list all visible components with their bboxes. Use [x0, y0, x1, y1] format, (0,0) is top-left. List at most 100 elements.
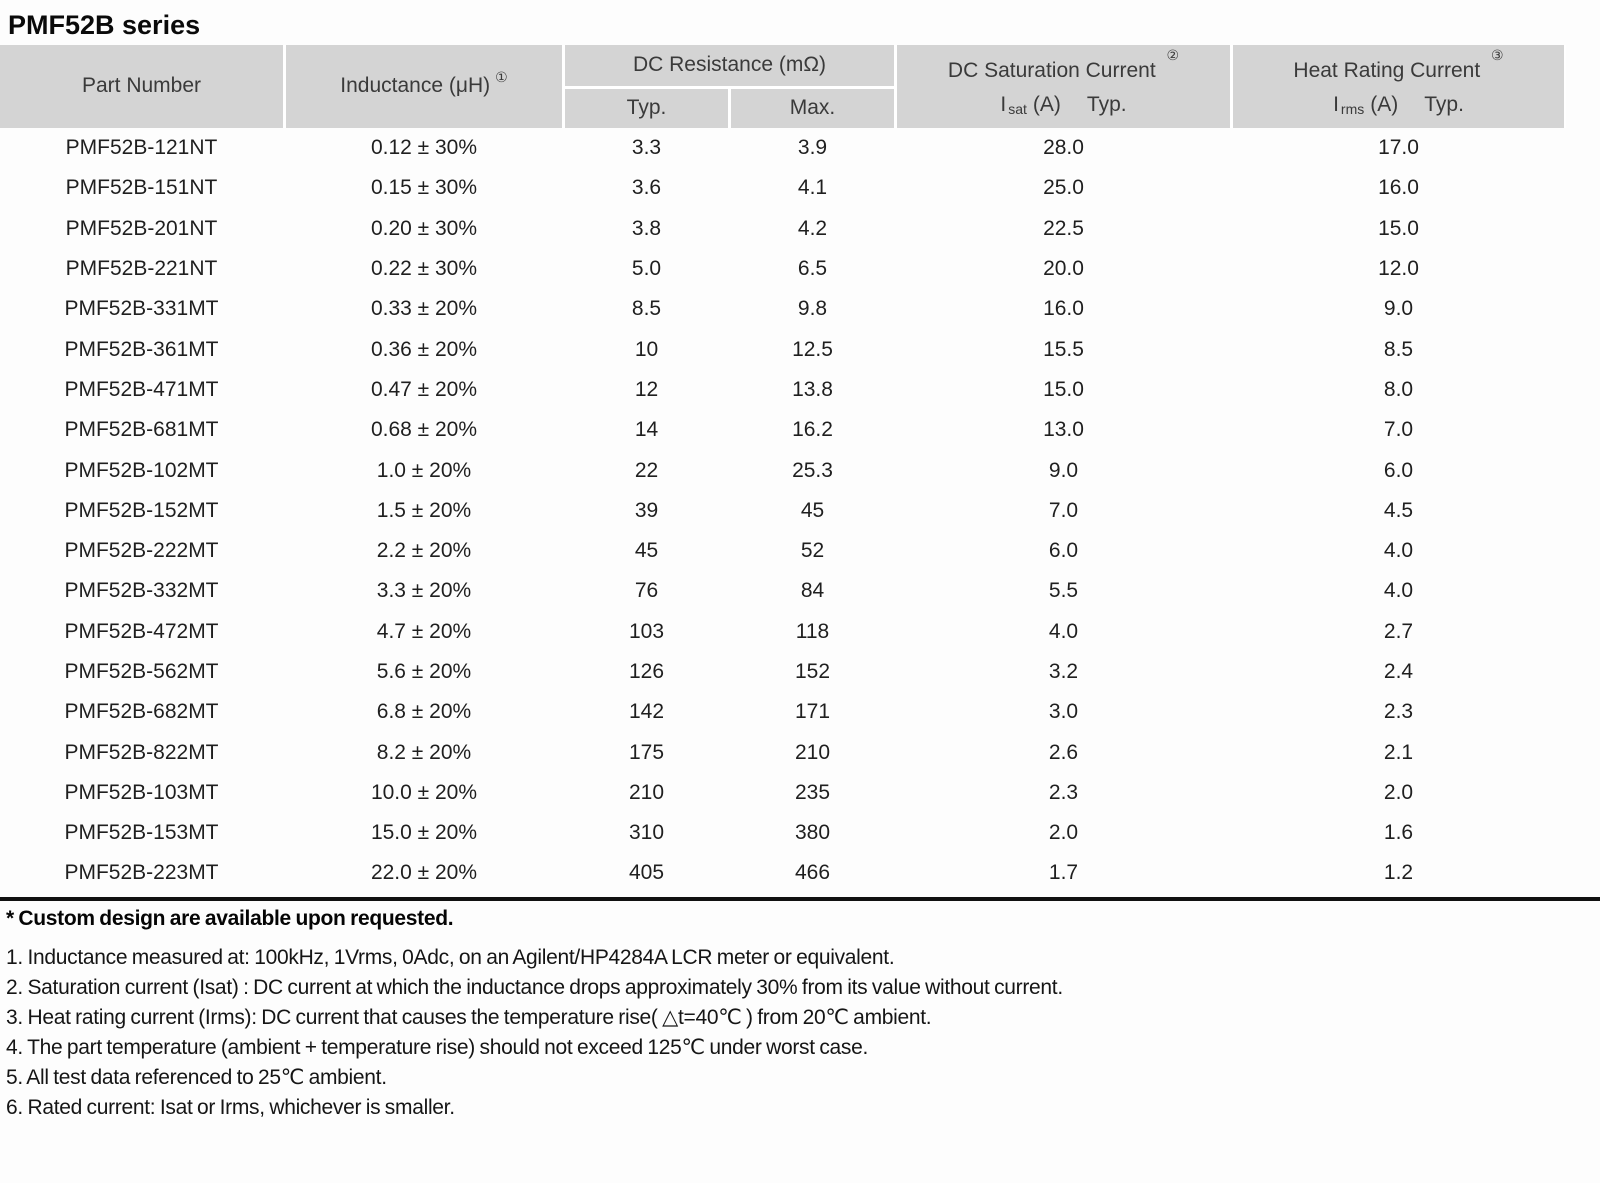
- cell-isat-typ: 1.7: [1048, 861, 1079, 885]
- cell-dcr-max: 6.5: [797, 257, 828, 281]
- cell-part-number: PMF52B-562MT: [64, 660, 219, 683]
- cell-inductance: 0.20 ± 30%: [370, 216, 478, 240]
- cell-inductance: 0.12 ± 30%: [370, 136, 478, 160]
- cell-dcr-max: 12.5: [792, 337, 833, 361]
- cell-dcr-typ: 10: [634, 337, 659, 361]
- cell-dcr-max: 9.8: [797, 297, 828, 321]
- notes-list: 1. Inductance measured at: 100kHz, 1Vrms…: [6, 943, 1600, 1123]
- cell-dcr-max: 171: [794, 700, 831, 724]
- cell-dcr-typ: 210: [628, 780, 665, 804]
- cell-dcr-max: 52: [800, 539, 825, 563]
- cell-part-number: PMF52B-221NT: [65, 257, 218, 281]
- cell-part-number: PMF52B-152MT: [64, 498, 219, 522]
- cell-part-number: PMF52B-822MT: [64, 740, 219, 764]
- cell-isat-typ: 9.0: [1048, 458, 1079, 482]
- cell-irms-typ: 2.0: [1383, 780, 1414, 804]
- footnote-line: 4. The part temperature (ambient + tempe…: [6, 1035, 869, 1059]
- note-ref-3-icon: ③: [1491, 46, 1504, 63]
- table-row: PMF52B-681MT 0.68 ± 20% 14 16.2 13.0 7.0: [0, 410, 1566, 450]
- header-dcr-max-label: Max.: [789, 96, 836, 120]
- header-part-number: Part Number: [0, 45, 283, 128]
- cell-inductance: 0.47 ± 20%: [370, 377, 478, 401]
- cell-inductance: 1.0 ± 20%: [376, 458, 472, 482]
- isat-typ-label: Typ.: [1086, 93, 1127, 117]
- cell-part-number: PMF52B-102MT: [64, 458, 219, 482]
- page-title: PMF52B series: [8, 10, 201, 40]
- isat-subscript: sat: [1008, 101, 1027, 118]
- isat-symbol: I: [1000, 93, 1007, 117]
- table-row: PMF52B-332MT 3.3 ± 20% 76 84 5.5 4.0: [0, 571, 1566, 611]
- table-row: PMF52B-562MT 5.6 ± 20% 126 152 3.2 2.4: [0, 652, 1566, 692]
- header-dcr-typ-label: Typ.: [626, 96, 667, 120]
- cell-dcr-max: 235: [794, 780, 831, 804]
- cell-irms-typ: 7.0: [1383, 418, 1414, 442]
- table-header: Part Number Inductance (μH) ① DC Resista…: [0, 45, 1566, 128]
- header-dc-resistance-group: DC Resistance (mΩ): [565, 45, 894, 86]
- cell-part-number: PMF52B-682MT: [64, 700, 219, 724]
- cell-part-number: PMF52B-472MT: [64, 619, 219, 643]
- cell-inductance: 6.8 ± 20%: [376, 700, 472, 724]
- cell-inductance: 0.36 ± 20%: [370, 337, 478, 361]
- cell-dcr-typ: 175: [628, 740, 665, 764]
- cell-inductance: 4.7 ± 20%: [376, 619, 472, 643]
- cell-dcr-typ: 3.8: [631, 216, 662, 240]
- table-row: PMF52B-103MT 10.0 ± 20% 210 235 2.3 2.0: [0, 773, 1566, 813]
- cell-part-number: PMF52B-153MT: [64, 821, 219, 845]
- header-inductance: Inductance (μH) ①: [286, 45, 562, 128]
- table-row: PMF52B-682MT 6.8 ± 20% 142 171 3.0 2.3: [0, 692, 1566, 732]
- cell-inductance: 22.0 ± 20%: [370, 861, 478, 885]
- header-isat-subrow: I sat (A) Typ.: [1000, 93, 1126, 117]
- table-row: PMF52B-472MT 4.7 ± 20% 103 118 4.0 2.7: [0, 612, 1566, 652]
- irms-subscript: rms: [1340, 101, 1365, 118]
- table-row: PMF52B-201NT 0.20 ± 30% 3.8 4.2 22.5 15.0: [0, 209, 1566, 249]
- cell-isat-typ: 2.3: [1048, 780, 1079, 804]
- cell-inductance: 0.22 ± 30%: [370, 257, 478, 281]
- cell-isat-typ: 7.0: [1048, 498, 1079, 522]
- cell-dcr-max: 4.1: [797, 176, 828, 200]
- header-dcr-typ: Typ.: [565, 89, 728, 128]
- cell-irms-typ: 15.0: [1378, 216, 1419, 240]
- cell-part-number: PMF52B-103MT: [64, 780, 219, 804]
- cell-inductance: 0.68 ± 20%: [370, 418, 478, 442]
- custom-design-note: * Custom design are available upon reque…: [6, 906, 454, 930]
- cell-isat-typ: 3.2: [1048, 660, 1079, 683]
- cell-irms-typ: 2.1: [1383, 740, 1414, 764]
- cell-dcr-typ: 142: [628, 700, 665, 724]
- cell-isat-typ: 15.0: [1043, 377, 1084, 401]
- cell-irms-typ: 4.0: [1383, 539, 1414, 563]
- cell-part-number: PMF52B-222MT: [64, 539, 219, 563]
- cell-inductance: 15.0 ± 20%: [370, 821, 478, 845]
- cell-irms-typ: 8.0: [1383, 377, 1414, 401]
- cell-isat-typ: 16.0: [1043, 297, 1084, 321]
- cell-dcr-max: 16.2: [792, 418, 833, 442]
- cell-dcr-max: 118: [795, 619, 830, 643]
- cell-dcr-typ: 5.0: [631, 257, 662, 281]
- table-row: PMF52B-222MT 2.2 ± 20% 45 52 6.0 4.0: [0, 531, 1566, 571]
- cell-isat-typ: 5.5: [1048, 579, 1079, 603]
- cell-inductance: 5.6 ± 20%: [376, 660, 472, 683]
- header-dcr-max: Max.: [731, 89, 894, 128]
- cell-part-number: PMF52B-223MT: [64, 861, 219, 885]
- header-part-number-label: Part Number: [81, 74, 202, 98]
- header-heat-rating-title: Heat Rating Current ③: [1293, 47, 1503, 83]
- table-row: PMF52B-153MT 15.0 ± 20% 310 380 2.0 1.6: [0, 813, 1566, 853]
- cell-isat-typ: 25.0: [1043, 176, 1084, 200]
- irms-typ-label: Typ.: [1424, 93, 1464, 117]
- cell-dcr-typ: 3.6: [631, 176, 662, 200]
- cell-part-number: PMF52B-681MT: [64, 418, 219, 442]
- header-heat-rating: Heat Rating Current ③ I rms (A) Typ.: [1233, 45, 1564, 128]
- cell-dcr-max: 380: [794, 821, 831, 845]
- table-row: PMF52B-152MT 1.5 ± 20% 39 45 7.0 4.5: [0, 491, 1566, 531]
- cell-isat-typ: 4.0: [1048, 619, 1079, 643]
- footnote-line: 1. Inductance measured at: 100kHz, 1Vrms…: [6, 945, 895, 969]
- cell-irms-typ: 4.0: [1383, 579, 1414, 603]
- cell-part-number: PMF52B-361MT: [64, 337, 219, 361]
- table-row: PMF52B-151NT 0.15 ± 30% 3.6 4.1 25.0 16.0: [0, 168, 1566, 208]
- cell-dcr-max: 13.8: [792, 377, 833, 401]
- cell-inductance: 0.15 ± 30%: [370, 176, 478, 200]
- cell-dcr-typ: 22: [634, 458, 659, 482]
- cell-isat-typ: 22.5: [1043, 216, 1084, 240]
- cell-dcr-typ: 76: [634, 579, 659, 603]
- header-heat-rating-label: Heat Rating Current: [1293, 58, 1481, 82]
